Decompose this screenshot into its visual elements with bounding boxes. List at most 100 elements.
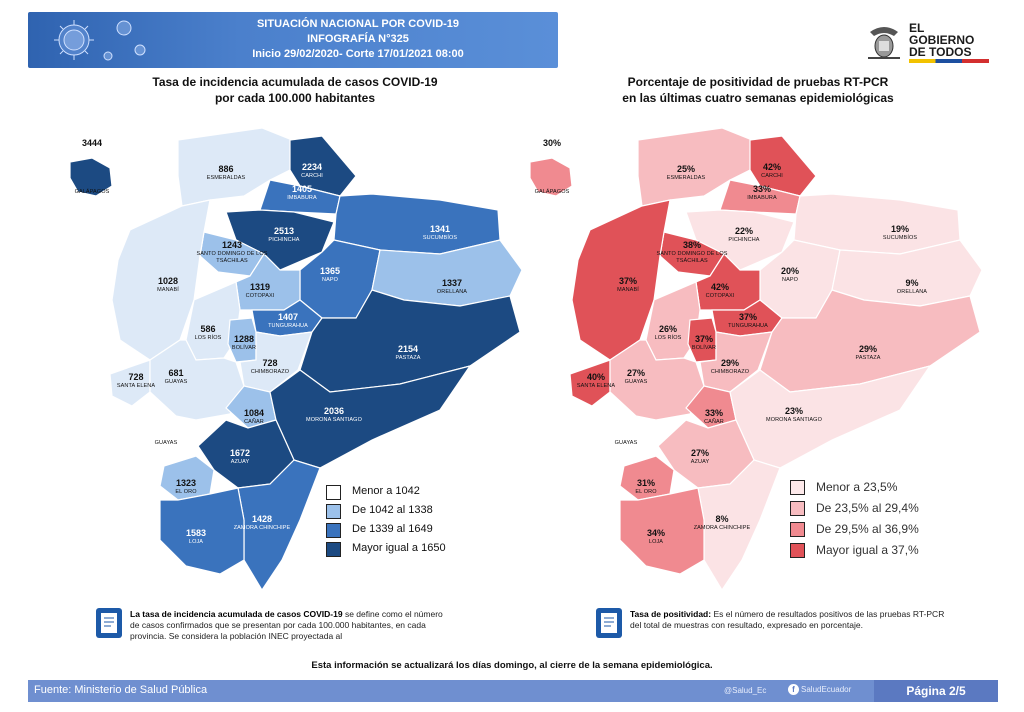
source-label: Fuente: bbox=[34, 684, 72, 696]
source-value: Ministerio de Salud Pública bbox=[74, 684, 208, 696]
legend-swatch bbox=[326, 542, 341, 557]
positivity-map-title: Porcentaje de positividad de pruebas RT-… bbox=[608, 74, 908, 106]
province-name: SANTO DOMINGO DE LOS TSÁCHILAS bbox=[656, 251, 728, 264]
province-name: CHIMBORAZO bbox=[710, 369, 750, 375]
facebook-icon: f bbox=[788, 684, 799, 695]
province-name: LOS RÍOS bbox=[194, 335, 222, 341]
province-value: 19% bbox=[890, 224, 909, 234]
province-region bbox=[177, 127, 293, 207]
source: Fuente: Ministerio de Salud Pública bbox=[34, 684, 207, 696]
province-name: GUAYAS bbox=[624, 379, 648, 385]
province-value: 42% bbox=[762, 162, 781, 172]
province-value: 1583 bbox=[185, 528, 207, 538]
province-value: 29% bbox=[858, 344, 877, 354]
logo-line-3: DE TODOS bbox=[909, 45, 972, 59]
province-name: SUCUMBÍOS bbox=[422, 235, 458, 241]
province-value: 1323 bbox=[175, 478, 197, 488]
province-value: 1319 bbox=[249, 282, 271, 292]
province-value: 26% bbox=[658, 324, 677, 334]
province-label: 1341 SUCUMBÍOS bbox=[400, 224, 480, 242]
province-name: MANABÍ bbox=[617, 287, 639, 293]
province-label: 26% LOS RÍOS bbox=[628, 324, 708, 342]
province-value: 1407 bbox=[277, 312, 299, 322]
province-name: NAPO bbox=[782, 277, 798, 283]
footer-bar: Fuente: Ministerio de Salud Pública @Sal… bbox=[28, 680, 998, 702]
facebook-link[interactable]: f SaludEcuador bbox=[788, 684, 851, 695]
province-value: 1028 bbox=[157, 276, 179, 286]
logo-color-bar bbox=[909, 59, 989, 63]
province-name: AZUAY bbox=[690, 459, 710, 465]
province-label: 33% IMBABURA bbox=[722, 184, 802, 202]
province-value: 38% bbox=[682, 240, 701, 250]
province-value: 2154 bbox=[397, 344, 419, 354]
province-value: 2036 bbox=[323, 406, 345, 416]
province-label: 40% SANTA ELENA bbox=[556, 372, 636, 390]
province-name: COTOPAXI bbox=[705, 293, 735, 299]
province-name: BOLÍVAR bbox=[231, 345, 257, 351]
incidence-title-line-2: por cada 100.000 habitantes bbox=[214, 91, 376, 105]
province-value: 1341 bbox=[429, 224, 451, 234]
province-label: 30% GALÁPAGOS bbox=[512, 138, 592, 196]
province-value: 31% bbox=[636, 478, 655, 488]
province-value: 2513 bbox=[273, 226, 295, 236]
province-value: 37% bbox=[694, 334, 713, 344]
province-region bbox=[571, 199, 671, 361]
legend-label: Menor a 1042 bbox=[352, 485, 420, 497]
legend-label: De 23,5% al 29,4% bbox=[816, 501, 919, 515]
province-value: 25% bbox=[676, 164, 695, 174]
positivity-note-text: Es el número de resultados positivos de … bbox=[630, 609, 945, 630]
province-value: 20% bbox=[780, 266, 799, 276]
province-name: EL ORO bbox=[175, 489, 197, 495]
province-region bbox=[159, 487, 245, 575]
province-name: CARCHI bbox=[761, 173, 783, 179]
province-name: SUCUMBÍOS bbox=[882, 235, 918, 241]
province-label: 1365 NAPO bbox=[290, 266, 370, 284]
province-value: 1365 bbox=[319, 266, 341, 276]
province-value: 1405 bbox=[291, 184, 313, 194]
province-label: 1405 IMBABURA bbox=[262, 184, 342, 202]
legend-label: Menor a 23,5% bbox=[816, 480, 898, 494]
province-value: 34% bbox=[646, 528, 665, 538]
province-value: 37% bbox=[738, 312, 757, 322]
province-label: 20% NAPO bbox=[750, 266, 830, 284]
twitter-handle[interactable]: @Salud_Ec bbox=[724, 686, 767, 695]
positivity-definition-note: Tasa de positividad: Es el número de res… bbox=[630, 609, 950, 631]
province-value: 1288 bbox=[233, 334, 255, 344]
incidence-title-line-1: Tasa de incidencia acumulada de casos CO… bbox=[152, 75, 438, 89]
province-name: TUNGURAHUA bbox=[268, 323, 308, 329]
province-name: GALÁPAGOS bbox=[534, 189, 570, 195]
province-label: 1288 BOLÍVAR bbox=[204, 334, 284, 352]
legend-swatch bbox=[790, 543, 805, 558]
province-label: 42% COTOPAXI bbox=[680, 282, 760, 300]
province-region bbox=[637, 127, 753, 207]
province-value: 27% bbox=[626, 368, 645, 378]
province-label: 1672 AZUAY bbox=[200, 448, 280, 466]
province-value: 30% bbox=[542, 138, 561, 148]
province-label: 681 GUAYAS bbox=[136, 368, 216, 386]
province-name: CHIMBORAZO bbox=[250, 369, 290, 375]
province-label: 38% SANTO DOMINGO DE LOS TSÁCHILAS bbox=[652, 240, 732, 265]
logo-line-2: GOBIERNO bbox=[909, 33, 975, 47]
province-name: LOS RÍOS bbox=[654, 335, 682, 341]
province-name: PASTAZA bbox=[395, 355, 421, 361]
province-region bbox=[111, 199, 211, 361]
province-label: 1319 COTOPAXI bbox=[220, 282, 300, 300]
province-name: GALÁPAGOS bbox=[74, 189, 110, 195]
gobierno-logo: EL GOBIERNO DE TODOS bbox=[864, 21, 994, 63]
legend-swatch bbox=[790, 501, 805, 516]
gulf-label: GUAYAS bbox=[606, 440, 646, 447]
province-value: 42% bbox=[710, 282, 729, 292]
province-label: 42% CARCHI bbox=[732, 162, 812, 180]
province-name: CAÑAR bbox=[244, 419, 264, 425]
incidence-note-title: La tasa de incidencia acumulada de casos… bbox=[130, 609, 343, 619]
legend-label: Mayor igual a 37,% bbox=[816, 543, 919, 557]
province-value: 9% bbox=[905, 278, 919, 288]
logo-line-1: EL bbox=[909, 21, 925, 35]
province-label: 1243 SANTO DOMINGO DE LOS TSÁCHILAS bbox=[192, 240, 272, 265]
incidence-map bbox=[69, 127, 523, 592]
province-label: 29% CHIMBORAZO bbox=[690, 358, 770, 376]
province-label: 728 CHIMBORAZO bbox=[230, 358, 310, 376]
province-label: 37% MANABÍ bbox=[588, 276, 668, 294]
province-label: 2513 PICHINCHA bbox=[244, 226, 324, 244]
province-label: 27% GUAYAS bbox=[596, 368, 676, 386]
